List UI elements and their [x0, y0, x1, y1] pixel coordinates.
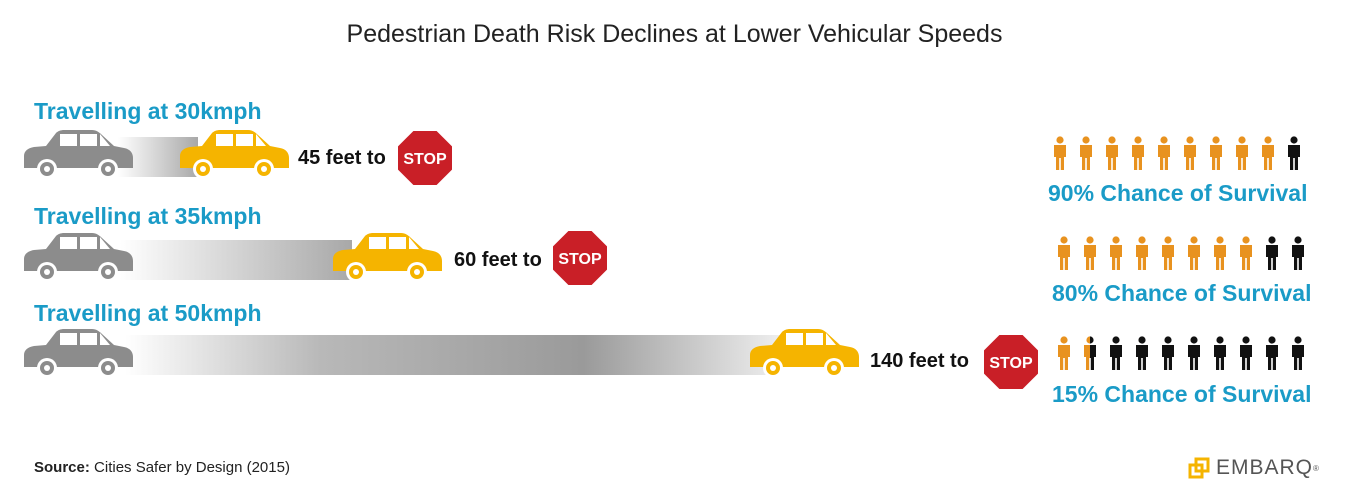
row-1-label: Travelling at 30kmph [34, 98, 262, 124]
row-3-person-5-icon [1162, 336, 1174, 370]
row-2-person-10-icon [1292, 236, 1304, 270]
row-3-stop-sign-icon: STOP [984, 335, 1038, 389]
row-2-person-8-icon [1240, 236, 1252, 270]
row-2-person-6-icon [1188, 236, 1200, 270]
row-3-person-4-icon [1136, 336, 1148, 370]
row-1-person-2-icon [1080, 136, 1092, 170]
row-3-distance: 140 feet to [870, 350, 969, 372]
row-2-person-5-icon [1162, 236, 1174, 270]
row-1-person-5-icon [1158, 136, 1170, 170]
row-1-person-6-icon [1184, 136, 1196, 170]
row-3-people [1056, 336, 1316, 370]
embarq-logo-text: EMBARQ [1216, 456, 1314, 479]
row-2-label: Travelling at 35kmph [34, 203, 262, 229]
embarq-logo-registered: ® [1313, 463, 1319, 473]
row-1-stop-sign-icon: STOP [398, 131, 452, 185]
row-1-person-4-icon [1132, 136, 1144, 170]
row-2-stop-sign-icon: STOP [553, 231, 607, 285]
row-2-distance: 60 feet to [454, 249, 542, 271]
row-2-trail [120, 240, 352, 280]
row-2-person-3-icon [1110, 236, 1122, 270]
row-2-stop-text: STOP [558, 251, 602, 268]
row-1-survival: 90% Chance of Survival [1048, 180, 1308, 206]
row-3-stop-text: STOP [989, 355, 1033, 372]
row-3-person-6-icon [1188, 336, 1200, 370]
row-1-yellow-car-icon [180, 130, 289, 179]
row-3-person-9-icon [1266, 336, 1278, 370]
row-1-person-3-icon [1106, 136, 1118, 170]
row-2-person-2-icon [1084, 236, 1096, 270]
row-3-person-8-icon [1240, 336, 1252, 370]
embarq-logo-mark-icon [1188, 457, 1210, 479]
row-2-survival: 80% Chance of Survival [1052, 280, 1312, 306]
row-2-person-7-icon [1214, 236, 1226, 270]
row-1-person-1-icon [1054, 136, 1066, 170]
row-1-person-10-icon [1288, 136, 1300, 170]
page-title: Pedestrian Death Risk Declines at Lower … [346, 20, 1003, 48]
row-1-people [1052, 136, 1312, 170]
row-2-people [1056, 236, 1316, 270]
row-2-person-1-icon [1058, 236, 1070, 270]
row-1-person-9-icon [1262, 136, 1274, 170]
row-3-grey-car-icon [24, 329, 133, 378]
row-1-person-8-icon [1236, 136, 1248, 170]
row-2-person-4-icon [1136, 236, 1148, 270]
row-3-person-7-icon [1214, 336, 1226, 370]
source-label: Source: [34, 459, 90, 476]
row-2-yellow-car-icon [333, 233, 442, 282]
row-3-yellow-car-icon [750, 329, 859, 378]
row-3-label: Travelling at 50kmph [34, 300, 262, 326]
row-1-person-7-icon [1210, 136, 1222, 170]
row-1-stop-text: STOP [403, 151, 447, 168]
row-3-person-2-icon [1084, 336, 1096, 370]
row-1-distance: 45 feet to [298, 147, 386, 169]
row-3-person-1-icon [1058, 336, 1070, 370]
row-3-trail [125, 335, 780, 375]
source-note: Source: Cities Safer by Design (2015) [34, 459, 290, 476]
row-1-grey-car-icon [24, 130, 133, 179]
row-2-person-9-icon [1266, 236, 1278, 270]
row-3-person-10-icon [1292, 336, 1304, 370]
source-text: Cities Safer by Design (2015) [94, 459, 290, 476]
row-3-survival: 15% Chance of Survival [1052, 381, 1312, 407]
row-3-person-3-icon [1110, 336, 1122, 370]
embarq-logo: EMBARQ ® [1188, 456, 1319, 480]
row-2-grey-car-icon [24, 233, 133, 282]
